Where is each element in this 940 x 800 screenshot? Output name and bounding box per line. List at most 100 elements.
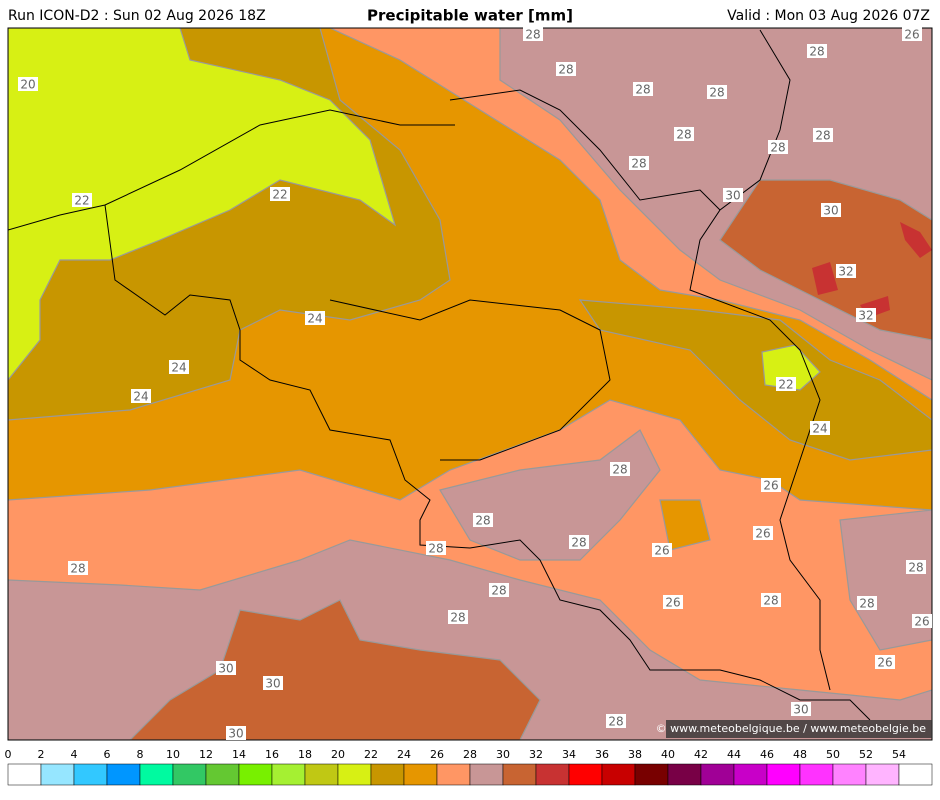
colorbar-tick: 2: [38, 748, 45, 761]
label-box: [18, 77, 38, 91]
copyright: © www.meteobelgique.be / www.meteobelgie…: [656, 722, 927, 735]
contour-label: 28: [709, 86, 724, 100]
color-swatch: [436, 763, 471, 786]
color-swatch: [238, 763, 273, 786]
contour-label: 26: [877, 656, 892, 670]
colorbar-tick: 52: [859, 748, 873, 761]
contour-label: 28: [612, 463, 627, 477]
color-swatch: [898, 763, 933, 786]
colorbar-tick: 24: [397, 748, 411, 761]
colorbar-tick: 38: [628, 748, 642, 761]
contour-label: 32: [838, 265, 853, 279]
colorbar-tick: 8: [137, 748, 144, 761]
color-swatch: [766, 763, 801, 786]
contour-label: 28: [475, 514, 490, 528]
colorbar-tick: 54: [892, 748, 906, 761]
label-box: [902, 27, 922, 41]
colorbar-tick: 16: [265, 748, 279, 761]
label-box: [906, 560, 926, 574]
label-box: [857, 596, 877, 610]
colorbar-tick: 22: [364, 748, 378, 761]
contour-label: 30: [265, 677, 280, 691]
color-swatch: [601, 763, 636, 786]
color-swatch: [172, 763, 207, 786]
label-box: [821, 203, 841, 217]
contour-label: 28: [491, 584, 506, 598]
label-box: [663, 595, 683, 609]
color-swatch: [700, 763, 735, 786]
label-box: [305, 311, 325, 325]
contour-label: 30: [823, 204, 838, 218]
colorbar-tick: 14: [232, 748, 246, 761]
map-title: Precipitable water [mm]: [367, 7, 573, 25]
colorbar-tick: 18: [298, 748, 312, 761]
contour-label: 24: [812, 422, 827, 436]
colorbar-tick: 40: [661, 748, 675, 761]
label-box: [556, 62, 576, 76]
label-box: [629, 156, 649, 170]
colorbar-tick: 0: [5, 748, 12, 761]
color-swatch: [568, 763, 603, 786]
colorbar-tick: 36: [595, 748, 609, 761]
colorbar: 0 2 4 6 8 10 12 14 16 18 20 22 24 26 28 30 32 34 36 38 40 42 4…: [5, 748, 933, 786]
label-box: [856, 308, 876, 322]
label-box: [169, 360, 189, 374]
label-box: [791, 702, 811, 716]
run-info: Run ICON-D2 : Sun 02 Aug 2026 18Z: [8, 8, 266, 24]
label-box: [569, 535, 589, 549]
colorbar-tick: 44: [727, 748, 741, 761]
label-box: [226, 726, 246, 740]
color-swatch: [205, 763, 240, 786]
label-box: [523, 27, 543, 41]
colorbar-tick: 30: [496, 748, 510, 761]
color-swatch: [139, 763, 174, 786]
color-swatch: [733, 763, 768, 786]
color-swatch: [73, 763, 108, 786]
colorbar-tick: 12: [199, 748, 213, 761]
label-box: [448, 610, 468, 624]
contour-label: 28: [635, 83, 650, 97]
color-swatch: [337, 763, 372, 786]
label-box: [263, 676, 283, 690]
colorbar-tick: 10: [166, 748, 180, 761]
label-box: [813, 128, 833, 142]
contour-label: 28: [558, 63, 573, 77]
contour-label: 28: [763, 594, 778, 608]
color-swatch: [502, 763, 537, 786]
contour-label: 28: [815, 129, 830, 143]
contour-label: 20: [20, 78, 35, 92]
contour-label: 28: [809, 45, 824, 59]
contour-labels: 28 26 20 28 28 28 28 28 28 28 28 22 22 30 30 32 32 24 24 24…: [18, 27, 932, 741]
contour-label: 28: [525, 28, 540, 42]
colorbar-tick: 42: [694, 748, 708, 761]
contour-label: 28: [676, 128, 691, 142]
contour-label: 28: [608, 715, 623, 729]
contour-label: 28: [859, 597, 874, 611]
label-box: [652, 543, 672, 557]
contour-label: 28: [770, 141, 785, 155]
colorbar-tick: 32: [529, 748, 543, 761]
label-box: [810, 421, 830, 435]
contour-label: 26: [914, 615, 929, 629]
contour-label: 22: [778, 378, 793, 392]
label-box: [807, 44, 827, 58]
color-swatch: [469, 763, 504, 786]
label-box: [707, 85, 727, 99]
label-box: [610, 462, 630, 476]
color-swatch: [271, 763, 306, 786]
color-swatch: [634, 763, 669, 786]
contour-label: 32: [858, 309, 873, 323]
contour-label: 24: [133, 390, 148, 404]
contour-label: 22: [272, 188, 287, 202]
label-box: [68, 561, 88, 575]
color-swatch: [667, 763, 702, 786]
contour-label: 26: [654, 544, 669, 558]
contour-label: 24: [171, 361, 186, 375]
label-box: [426, 541, 446, 555]
contour-label: 30: [218, 662, 233, 676]
colorbar-tick: 20: [331, 748, 345, 761]
contour-label: 30: [793, 703, 808, 717]
label-box: [768, 140, 788, 154]
colorbar-tick: 28: [463, 748, 477, 761]
